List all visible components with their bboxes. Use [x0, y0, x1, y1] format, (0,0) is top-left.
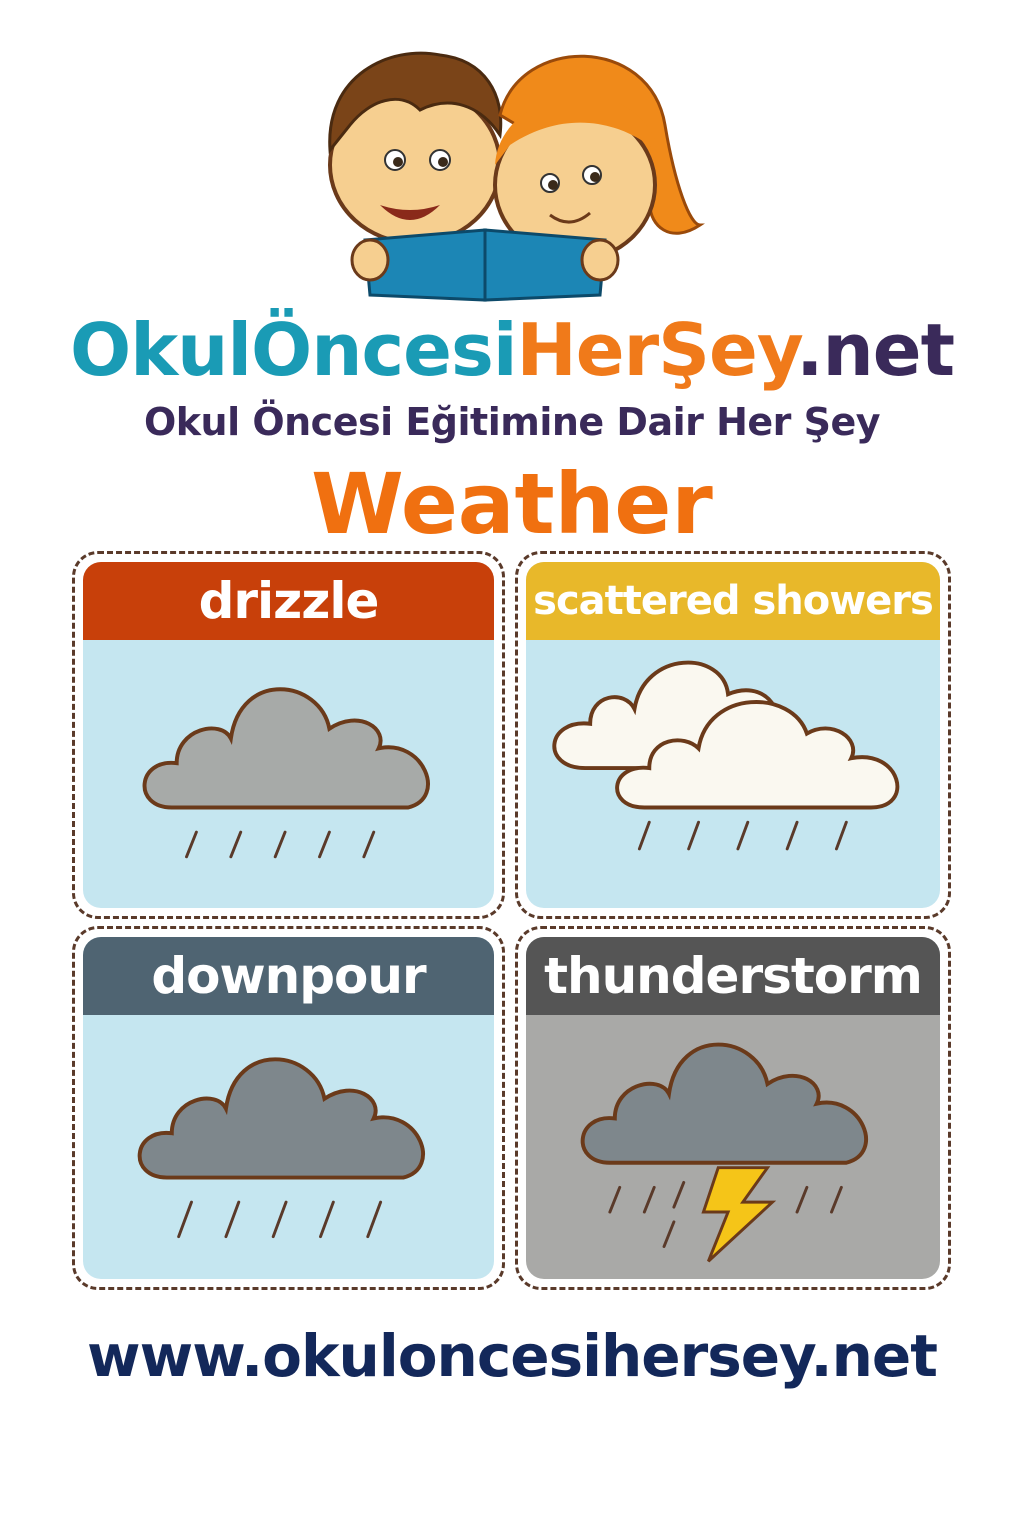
card-label: drizzle [83, 562, 494, 640]
kids-reading-logo-icon [328, 51, 705, 302]
card-label: thunderstorm [526, 937, 940, 1015]
gray-cloud-light-rain-icon [142, 687, 430, 859]
brand-logo-text: OkulÖncesiHerŞey.net [0, 308, 1024, 392]
brand-part-net: .net [796, 308, 955, 392]
card-scattered-showers: scattered showers [515, 551, 951, 919]
brand-part-hersey: HerŞey [516, 308, 798, 392]
card-thunderstorm: thunderstorm [515, 926, 951, 1290]
card-downpour: downpour [72, 926, 505, 1290]
card-label: downpour [83, 937, 494, 1015]
white-clouds-rain-icon [552, 660, 900, 851]
tagline: Okul Öncesi Eğitimine Dair Her Şey [143, 400, 881, 444]
brand-part-okuloncesi: OkulÖncesi [69, 308, 518, 392]
card-drizzle: drizzle [72, 551, 505, 919]
dark-cloud-rain-icon [137, 1057, 425, 1239]
page-title: Weather [311, 455, 713, 553]
storm-cloud-lightning-icon [580, 1042, 868, 1263]
card-label: scattered showers [526, 562, 940, 640]
footer-url[interactable]: www.okuloncesihersey.net [87, 1322, 938, 1390]
